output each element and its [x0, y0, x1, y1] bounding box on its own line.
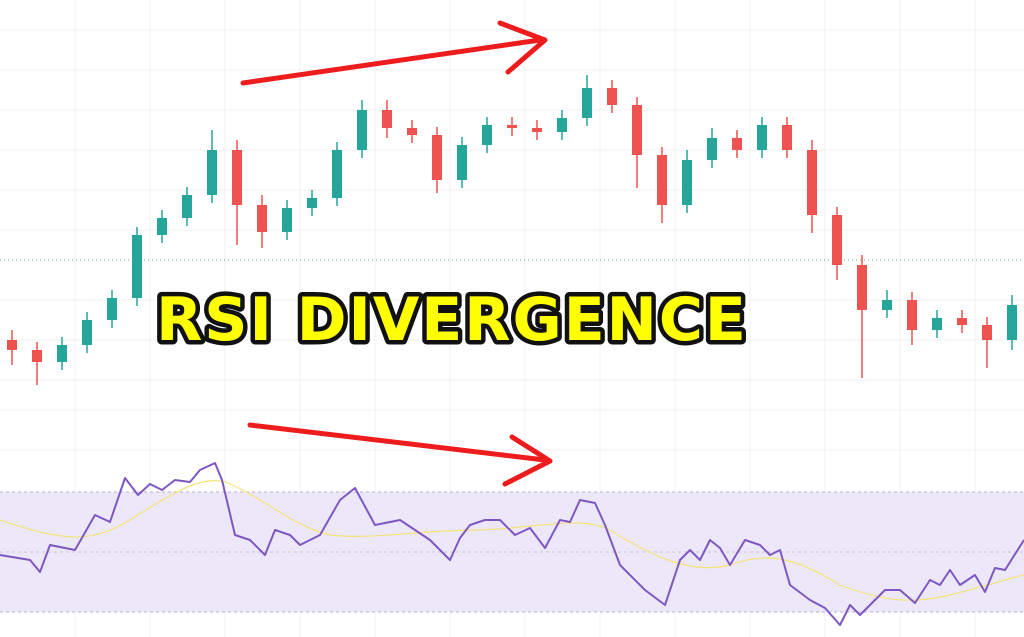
rsi-line [0, 462, 1024, 626]
title: RSI DIVERGENCE [156, 285, 748, 355]
arrow-price [240, 20, 548, 86]
candles-red [7, 88, 992, 362]
candles-green [57, 88, 1017, 362]
rsi-average [0, 480, 1024, 601]
arrow-rsi [247, 422, 553, 487]
rsi-panel [0, 462, 1024, 626]
